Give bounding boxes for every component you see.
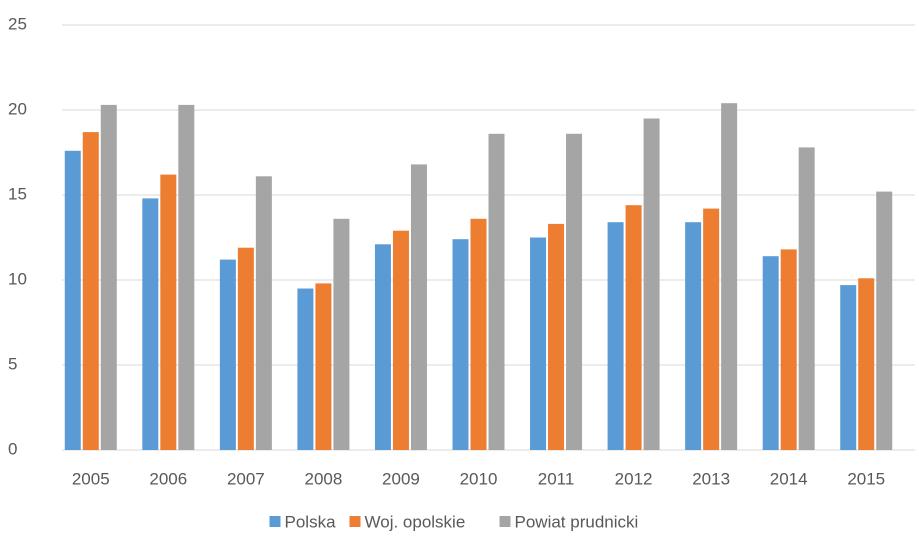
bar: [470, 218, 487, 450]
x-tick-label: 2013: [692, 469, 730, 488]
bar: [64, 150, 81, 451]
bar: [488, 133, 505, 451]
bar: [876, 191, 893, 450]
x-tick-label: 2010: [460, 469, 498, 488]
x-tick-label: 2015: [847, 469, 885, 488]
bar: [762, 256, 779, 450]
legend-label: Powiat prudnicki: [515, 512, 639, 531]
bar: [374, 244, 391, 450]
legend-swatch: [499, 516, 511, 527]
x-tick-label: 2014: [770, 469, 808, 488]
bar: [333, 218, 350, 450]
legend-swatch: [349, 516, 361, 527]
bar: [160, 174, 177, 450]
legend-label: Woj. opolskie: [365, 512, 466, 531]
y-tick-label: 15: [8, 184, 27, 203]
bar: [607, 222, 624, 450]
y-tick-label: 20: [8, 99, 27, 118]
x-tick-label: 2012: [615, 469, 653, 488]
bar: [237, 247, 254, 450]
x-tick-label: 2005: [72, 469, 110, 488]
bar: [178, 104, 195, 451]
bar: [410, 164, 427, 450]
legend-label: Polska: [285, 512, 337, 531]
bar: [142, 198, 159, 450]
bar: [643, 118, 660, 450]
bar: [840, 285, 857, 450]
x-tick-label: 2006: [149, 469, 187, 488]
bar: [798, 147, 815, 450]
y-tick-label: 0: [8, 439, 17, 458]
legend-swatch: [269, 516, 281, 527]
bar: [297, 288, 314, 450]
bar: [452, 239, 469, 450]
bar: [315, 283, 332, 450]
bar: [530, 237, 547, 450]
bar: [721, 103, 738, 450]
bar: [255, 176, 272, 451]
y-tick-label: 10: [8, 269, 27, 288]
bar: [566, 133, 583, 451]
y-tick-label: 25: [8, 14, 27, 33]
bar: [625, 205, 642, 450]
x-tick-label: 2011: [538, 469, 575, 488]
x-tick-label: 2009: [382, 469, 420, 488]
bar: [703, 208, 720, 450]
bar: [548, 223, 565, 450]
bar: [780, 249, 797, 450]
x-tick-label: 2008: [304, 469, 342, 488]
bar: [219, 259, 236, 450]
bar: [100, 104, 117, 451]
bar: [392, 230, 409, 450]
x-tick-label: 2007: [227, 469, 265, 488]
y-tick-label: 5: [8, 354, 17, 373]
bar: [82, 132, 99, 450]
bar: [858, 278, 875, 450]
bar: [685, 222, 702, 450]
